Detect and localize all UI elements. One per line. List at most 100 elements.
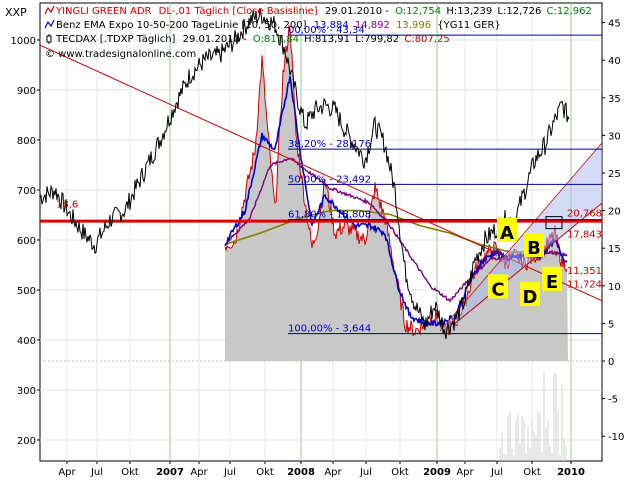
right-tick-label: 20: [608, 207, 621, 218]
x-tick-label: Okt: [391, 467, 409, 478]
right-tick-label: 35: [608, 94, 621, 105]
right-tick-label: 15: [608, 244, 621, 255]
left-tick-label: 400: [17, 336, 36, 347]
fib-label: 50,00% - 23,492: [288, 174, 371, 185]
x-tick-label: Jul: [223, 467, 236, 478]
left-tick-label: 700: [17, 186, 36, 197]
legend-ema50: 14,892: [355, 20, 390, 31]
legend-close: C:12,962: [547, 6, 592, 17]
wave-label: A: [500, 223, 514, 244]
tecdax-series: [39, 7, 570, 340]
legend-name: YINGLI GREEN ADR: [55, 6, 152, 17]
legend-high: H:813,91: [304, 34, 350, 45]
wave-box: [520, 281, 540, 306]
right-tick-label: 30: [608, 131, 621, 142]
price-label: 17,843: [567, 230, 602, 241]
x-tick-label: Apr: [190, 467, 208, 478]
series-lines: [39, 25, 603, 461]
svg-text:TECDAX [.TDXP Täglich]: TECDAX [.TDXP Täglich] 29.01.2010 - O:81…: [55, 34, 450, 45]
legend-open: O:12,754: [395, 6, 441, 17]
x-tick-label: Okt: [256, 467, 274, 478]
wave-label: B: [527, 238, 541, 259]
right-tick-label: 40: [608, 56, 621, 67]
x-tick-label: 2007: [156, 467, 184, 478]
legend-close: C:807,25: [404, 34, 449, 45]
legend-row-tecdax: TECDAX [.TDXP Täglich] 29.01.2010 - O:81…: [46, 34, 450, 45]
axes: 1000900800700600500400300200454035302520…: [11, 19, 625, 478]
x-tick-label: 2008: [287, 467, 315, 478]
fib-label: 38,20% - 28,176: [288, 139, 371, 150]
fib-label: 00,00% - 43,34: [288, 25, 365, 36]
right-tick-label: 45: [608, 19, 621, 30]
x-tick-label: Apr: [456, 467, 474, 478]
corner-label: XXP: [5, 6, 27, 19]
left-tick-label: 800: [17, 136, 36, 147]
wave-box: [497, 217, 517, 242]
svg-text:YINGLI GREEN ADR DL-,0: YINGLI GREEN ADR DL-,01 Täglich [Close B…: [55, 6, 592, 17]
legend-low: L:12,726: [497, 6, 541, 17]
wave-label: D: [523, 287, 538, 308]
legend-high: H:13,239: [446, 6, 492, 17]
candlestick-icon: [46, 34, 52, 44]
x-tick-label: Apr: [324, 467, 342, 478]
right-tick-label: 25: [608, 169, 621, 180]
legend-detail: DL-,01 Täglich [Close Basislinie]: [159, 6, 318, 17]
grey-area-indicator: [225, 25, 568, 361]
wave-label: C: [491, 279, 504, 300]
legend-name: TECDAX [.TDXP Täglich]: [55, 34, 176, 45]
right-tick-label: 5: [608, 319, 614, 330]
legend-row-yingli: YINGLI GREEN ADR DL-,01 Täglich [Close B…: [44, 5, 592, 17]
x-tick-label: Jul: [90, 467, 103, 478]
channel-line: [454, 202, 603, 324]
left-tick-label: 300: [17, 386, 36, 397]
left-tick-label: 500: [17, 286, 36, 297]
wave-labels: AB C DE: [488, 217, 562, 308]
price-labels: 18,6 20,768 17,843 11,351 11,724: [56, 200, 602, 291]
price-label: 11,351: [567, 266, 602, 277]
fib-label: 61,80% - 18,808: [288, 210, 371, 221]
x-tick-label: 2010: [557, 467, 585, 478]
svg-text:Benz EMA Expo 10-50-200 TageLi: Benz EMA Expo 10-50-200 TageLinie [10, 5…: [56, 20, 501, 31]
right-tick-label: -10: [608, 432, 624, 443]
legend-name: Benz EMA Expo 10-50-200 TageLinie [10, 5…: [56, 20, 307, 31]
legend-date: 29.01.2010 -: [183, 34, 247, 45]
x-tick-label: Okt: [523, 467, 541, 478]
x-tick-label: 2009: [423, 467, 451, 478]
trend-channel: [440, 142, 602, 339]
line-chart-icon: [44, 5, 55, 15]
right-tick-label: -5: [608, 395, 618, 406]
line-chart-icon: [44, 19, 55, 29]
grey-area: [225, 25, 568, 361]
legend-low: L:799,82: [355, 34, 399, 45]
left-tick-label: 1000: [11, 36, 36, 47]
x-tick-label: Jul: [359, 467, 372, 478]
x-tick-label: Okt: [121, 467, 139, 478]
wave-box: [488, 274, 508, 299]
wave-box: [524, 232, 544, 257]
legend-ema200: 13,996: [396, 20, 431, 31]
left-tick-label: 900: [17, 86, 36, 97]
wave-label: E: [546, 272, 558, 293]
legend-tail: {YG11 GER}: [437, 20, 501, 31]
wave-box: [542, 266, 562, 291]
legend-date: 29.01.2010 -: [325, 6, 389, 17]
price-label: 20,768: [567, 209, 602, 220]
price-label: 18,6: [56, 200, 78, 211]
left-tick-label: 600: [17, 236, 36, 247]
fib-label: 100,00% - 3,644: [288, 324, 371, 335]
x-tick-label: Jul: [490, 467, 503, 478]
price-label: 11,724: [567, 279, 602, 290]
right-tick-label: 10: [608, 282, 621, 293]
legend: YINGLI GREEN ADR DL-,01 Täglich [Close B…: [44, 5, 592, 60]
left-tick-label: 200: [17, 436, 36, 447]
legend-open: O:811,84: [253, 34, 299, 45]
right-tick-label: 0: [608, 357, 614, 368]
x-tick-label: Apr: [58, 467, 76, 478]
copyright: © www.tradesignalonline.com: [45, 49, 196, 60]
legend-row-ema: Benz EMA Expo 10-50-200 TageLinie [10, 5…: [44, 19, 501, 31]
legend-ema10: 13,884: [314, 20, 349, 31]
tecdax-line: [39, 7, 570, 340]
highlight-box: [545, 216, 563, 230]
